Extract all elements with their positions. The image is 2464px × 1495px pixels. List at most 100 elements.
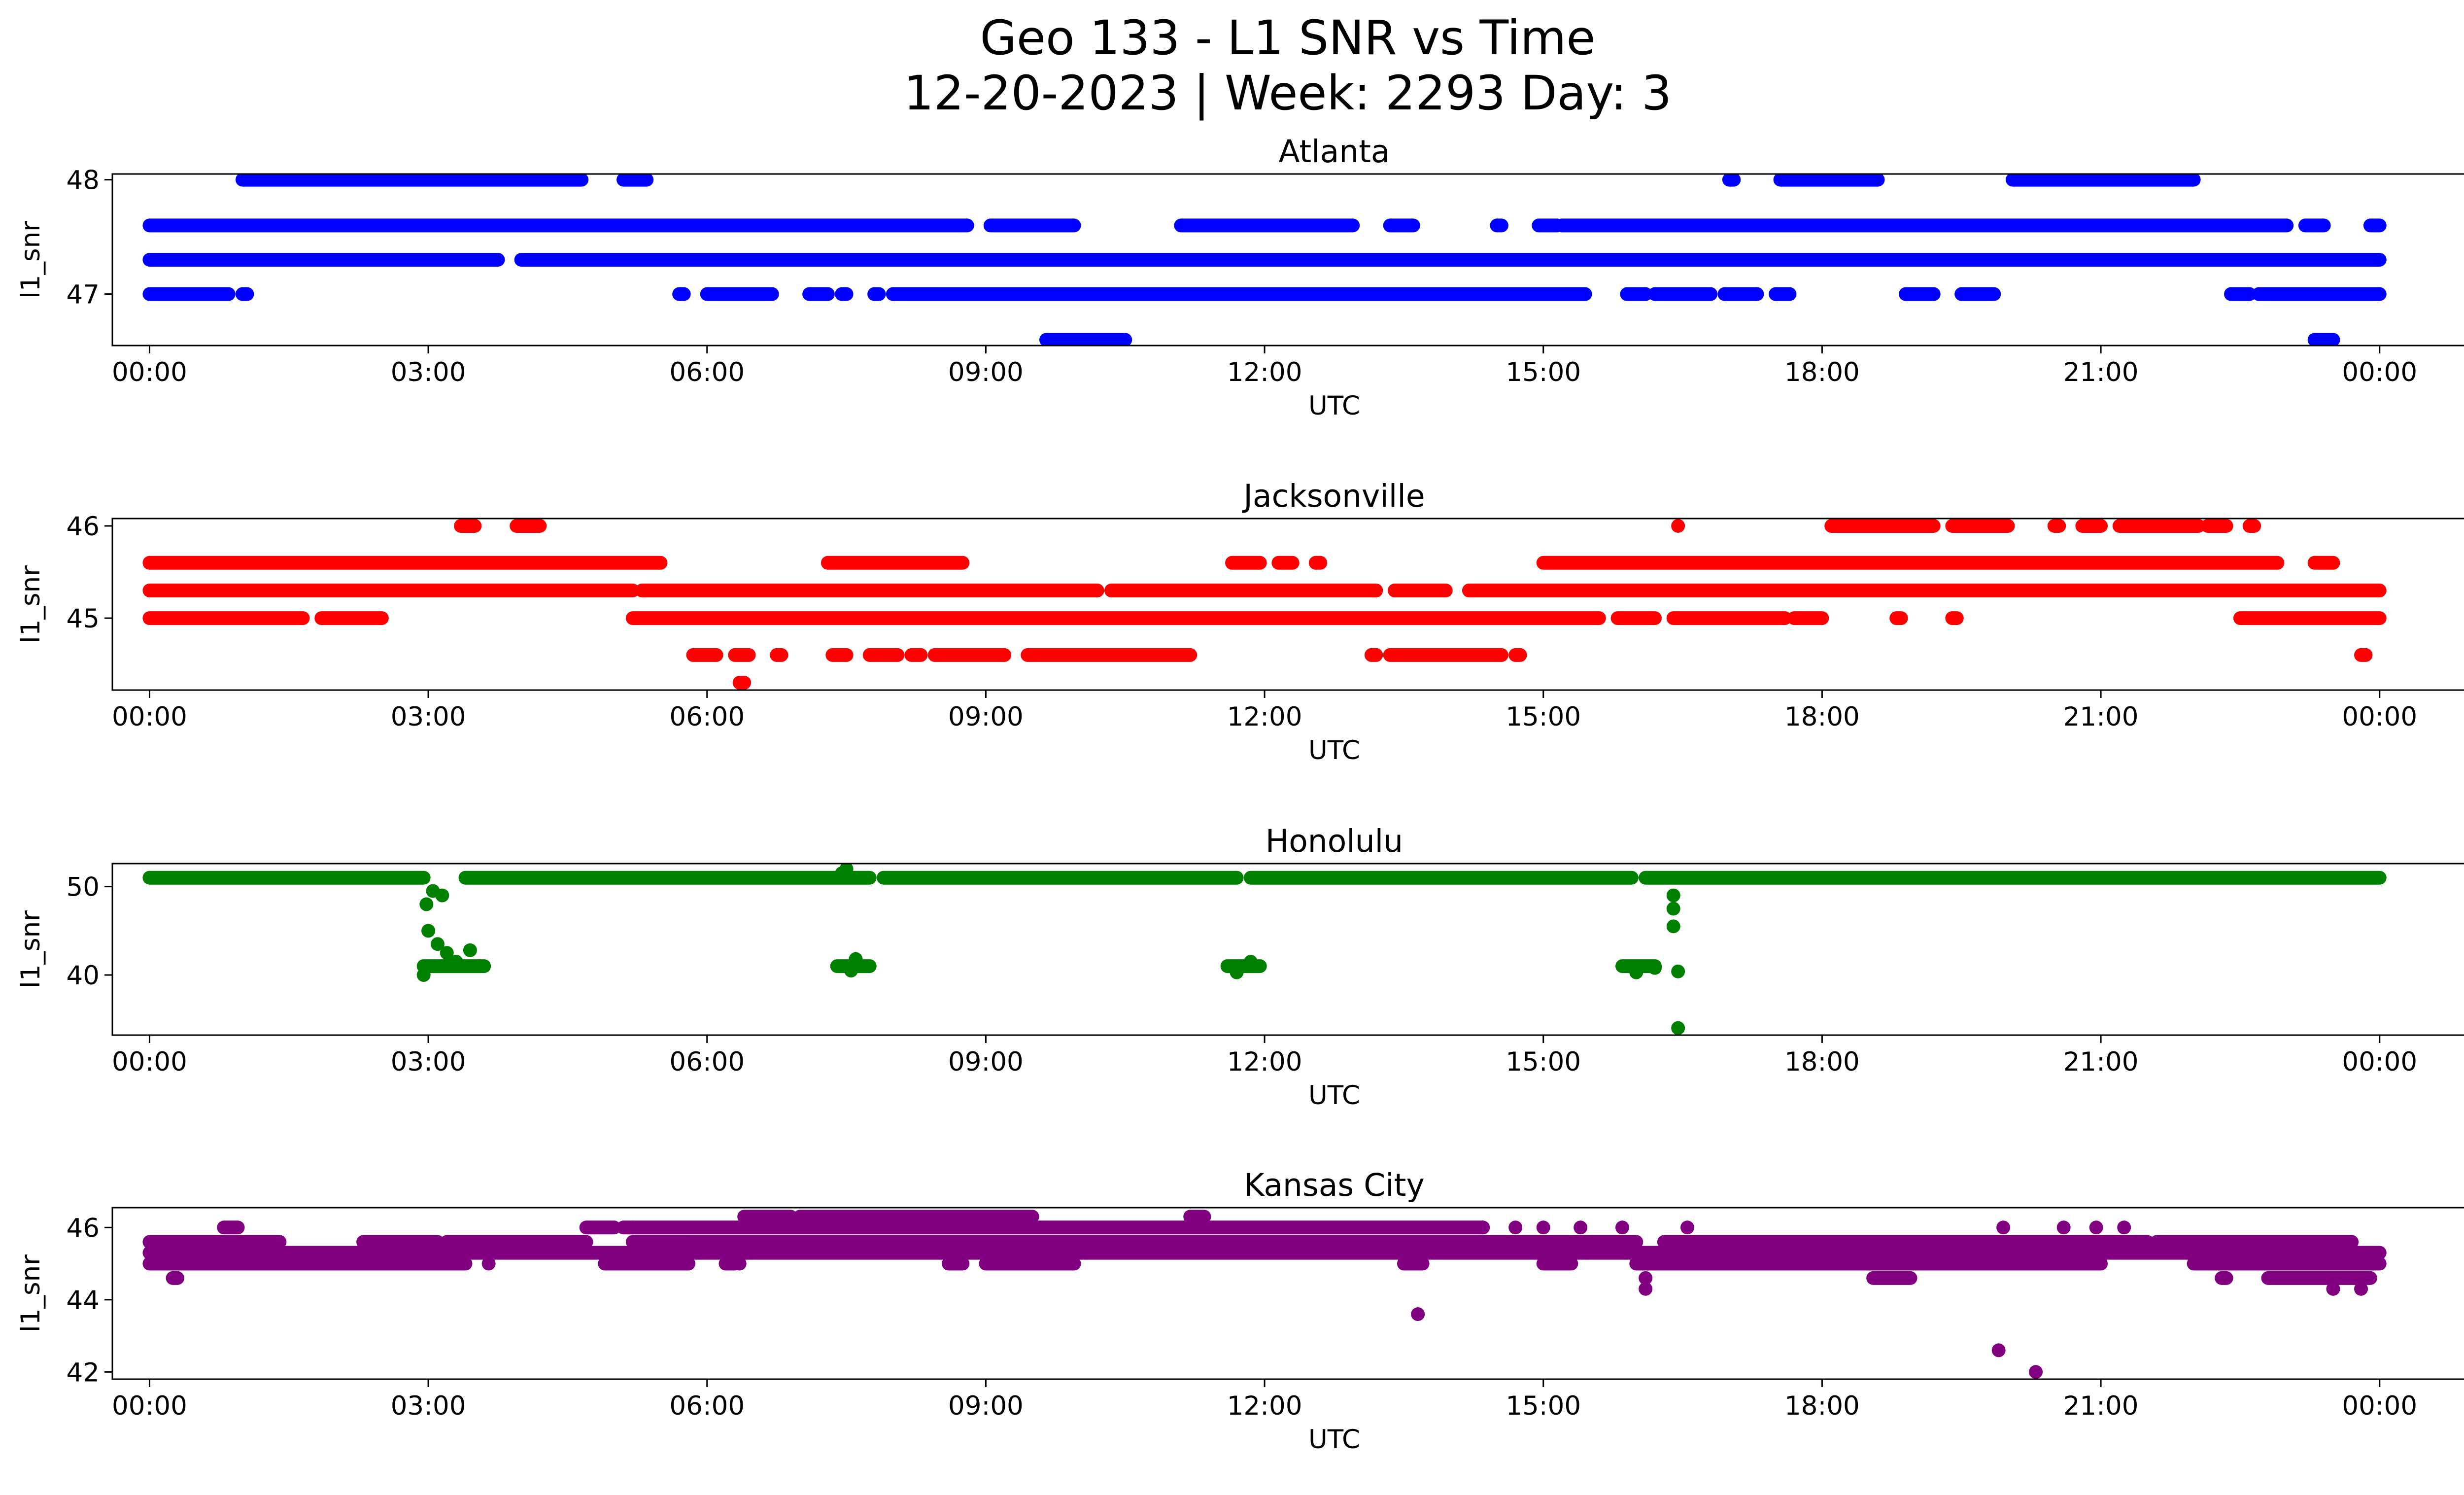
panel-title: Jacksonville	[1241, 478, 1425, 514]
y-tick-label: 42	[67, 1357, 100, 1388]
data-point	[2354, 1282, 2368, 1296]
data-band	[2075, 519, 2108, 533]
x-tick-label: 00:00	[2342, 1047, 2417, 1077]
data-band	[440, 1235, 593, 1249]
data-band	[625, 1235, 1643, 1249]
data-point	[1574, 1220, 1588, 1235]
x-tick-label: 09:00	[948, 1047, 1024, 1077]
data-point	[463, 943, 477, 957]
data-band	[686, 648, 723, 662]
data-band	[1954, 287, 2001, 301]
data-band	[1536, 1256, 1578, 1271]
data-band	[1899, 287, 1941, 301]
x-tick-label: 15:00	[1506, 357, 1581, 387]
data-band	[886, 287, 1592, 301]
data-point	[481, 1256, 496, 1271]
data-band	[142, 870, 431, 885]
data-point	[1666, 888, 1680, 903]
data-band	[835, 287, 854, 301]
data-band	[672, 287, 691, 301]
x-tick-label: 00:00	[112, 357, 187, 387]
data-band	[2242, 519, 2261, 533]
axes-frame	[111, 173, 2464, 347]
y-axis-label: l1_snr	[16, 1254, 46, 1332]
data-point	[1639, 1271, 1653, 1285]
data-point	[1648, 961, 1662, 975]
data-band	[142, 287, 236, 301]
data-band	[1462, 583, 2387, 597]
data-band	[1397, 1256, 1430, 1271]
data-band	[821, 556, 970, 570]
data-band	[732, 676, 752, 690]
data-band	[142, 583, 640, 597]
y-tick-label: 47	[67, 280, 100, 310]
data-band	[616, 1220, 1490, 1235]
data-band	[2005, 174, 2201, 187]
figure-title-line-2: 12-20-2023 | Week: 2293 Day: 3	[904, 66, 1672, 121]
x-tick-label: 00:00	[2342, 1391, 2417, 1421]
data-point	[1680, 1220, 1695, 1235]
data-marks	[142, 174, 2387, 346]
data-band	[1243, 870, 1639, 885]
data-band	[1610, 611, 1662, 626]
data-band	[314, 611, 389, 626]
data-band	[1824, 519, 1941, 533]
data-band	[1666, 611, 1792, 626]
x-tick-label: 18:00	[1784, 702, 1860, 732]
data-band	[142, 1256, 473, 1271]
data-point	[1991, 1343, 2006, 1357]
data-band	[904, 648, 928, 662]
data-band	[1620, 287, 1653, 301]
x-tick-label: 06:00	[669, 702, 745, 732]
x-axis-label: UTC	[1308, 1080, 1360, 1111]
x-tick-label: 21:00	[2063, 1391, 2139, 1421]
data-band	[510, 519, 547, 533]
x-axis-label: UTC	[1308, 391, 1360, 421]
data-point	[419, 897, 434, 911]
data-point	[1671, 519, 1685, 533]
data-band	[1364, 648, 1383, 662]
data-band	[2261, 1271, 2377, 1285]
data-point	[835, 866, 849, 880]
x-tick-label: 12:00	[1227, 1047, 1302, 1077]
y-tick-label: 46	[67, 512, 100, 542]
data-band	[941, 1256, 970, 1271]
x-tick-label: 21:00	[2063, 1047, 2139, 1077]
data-band	[1555, 218, 2294, 233]
data-band	[142, 1246, 2387, 1260]
data-band	[2112, 519, 2206, 533]
data-band	[737, 1210, 798, 1224]
data-band	[2307, 556, 2340, 570]
data-band	[2187, 1256, 2387, 1271]
figure-title-line-1: Geo 133 - L1 SNR vs Time	[980, 10, 1596, 66]
data-point	[1476, 1220, 1490, 1235]
data-point	[1411, 1307, 1425, 1321]
x-tick-label: 12:00	[1227, 1391, 1302, 1421]
y-tick-label: 45	[67, 604, 100, 634]
x-tick-label: 03:00	[391, 1391, 466, 1421]
data-point	[1671, 964, 1685, 978]
data-band	[166, 1271, 184, 1285]
data-point	[421, 924, 436, 938]
data-band	[142, 1235, 287, 1249]
data-band	[2224, 287, 2257, 301]
data-band	[217, 1220, 245, 1235]
data-band	[1021, 648, 1198, 662]
data-point	[1230, 965, 1244, 979]
data-band	[983, 218, 1081, 233]
data-band	[1787, 611, 1829, 626]
data-band	[142, 253, 505, 267]
data-point	[430, 937, 445, 951]
x-tick-label: 12:00	[1227, 357, 1302, 387]
y-tick-label: 48	[67, 166, 100, 196]
data-band	[2200, 519, 2233, 533]
data-point	[1615, 1220, 1630, 1235]
data-band	[770, 648, 788, 662]
data-marks	[142, 864, 2387, 1035]
data-band	[1220, 959, 1267, 973]
x-tick-label: 21:00	[2063, 702, 2139, 732]
x-tick-label: 12:00	[1227, 702, 1302, 732]
data-band	[1648, 287, 1718, 301]
x-tick-label: 00:00	[2342, 702, 2417, 732]
